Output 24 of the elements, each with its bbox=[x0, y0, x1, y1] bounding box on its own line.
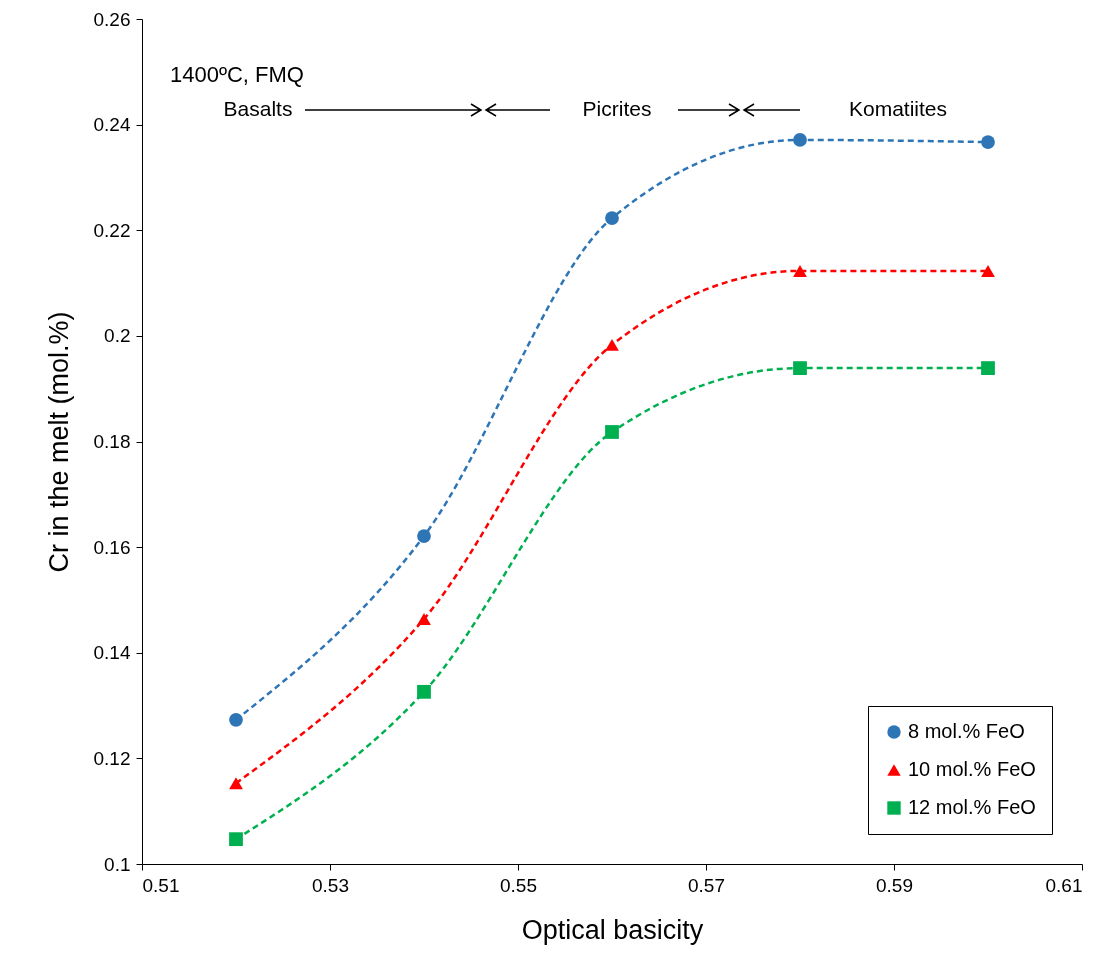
legend-label: 12 mol.% FeO bbox=[908, 796, 1036, 818]
y-axis-title: Cr in the melt (mol.%) bbox=[43, 311, 74, 573]
x-tick-label: 0.51 bbox=[142, 874, 180, 896]
y-tick-label: 0.14 bbox=[93, 642, 131, 664]
annotation: Picrites bbox=[582, 97, 652, 120]
y-tick-label: 0.16 bbox=[93, 536, 131, 558]
y-tick-label: 0.24 bbox=[93, 114, 131, 136]
x-tick-label: 0.61 bbox=[1045, 874, 1083, 896]
x-tick-label: 0.57 bbox=[688, 874, 725, 896]
annotation: 1400ºC, FMQ bbox=[170, 62, 304, 87]
x-tick-label: 0.55 bbox=[500, 874, 537, 896]
y-tick-label: 0.12 bbox=[93, 747, 131, 769]
y-tick-label: 0.2 bbox=[104, 325, 131, 347]
x-tick-label: 0.59 bbox=[876, 874, 913, 896]
x-tick-label: 0.53 bbox=[312, 874, 349, 896]
y-tick-label: 0.18 bbox=[93, 431, 131, 452]
x-axis-title: Optical basicity bbox=[521, 914, 704, 945]
y-tick-label: 0.1 bbox=[104, 853, 131, 875]
legend-label: 10 mol.% FeO bbox=[908, 758, 1036, 780]
y-tick-label: 0.26 bbox=[93, 8, 131, 30]
annotation: Komatiites bbox=[848, 97, 948, 120]
y-tick-label: 0.22 bbox=[93, 219, 131, 241]
legend-label: 8 mol.% FeO bbox=[908, 720, 1025, 742]
annotation: Basalts bbox=[223, 97, 293, 120]
